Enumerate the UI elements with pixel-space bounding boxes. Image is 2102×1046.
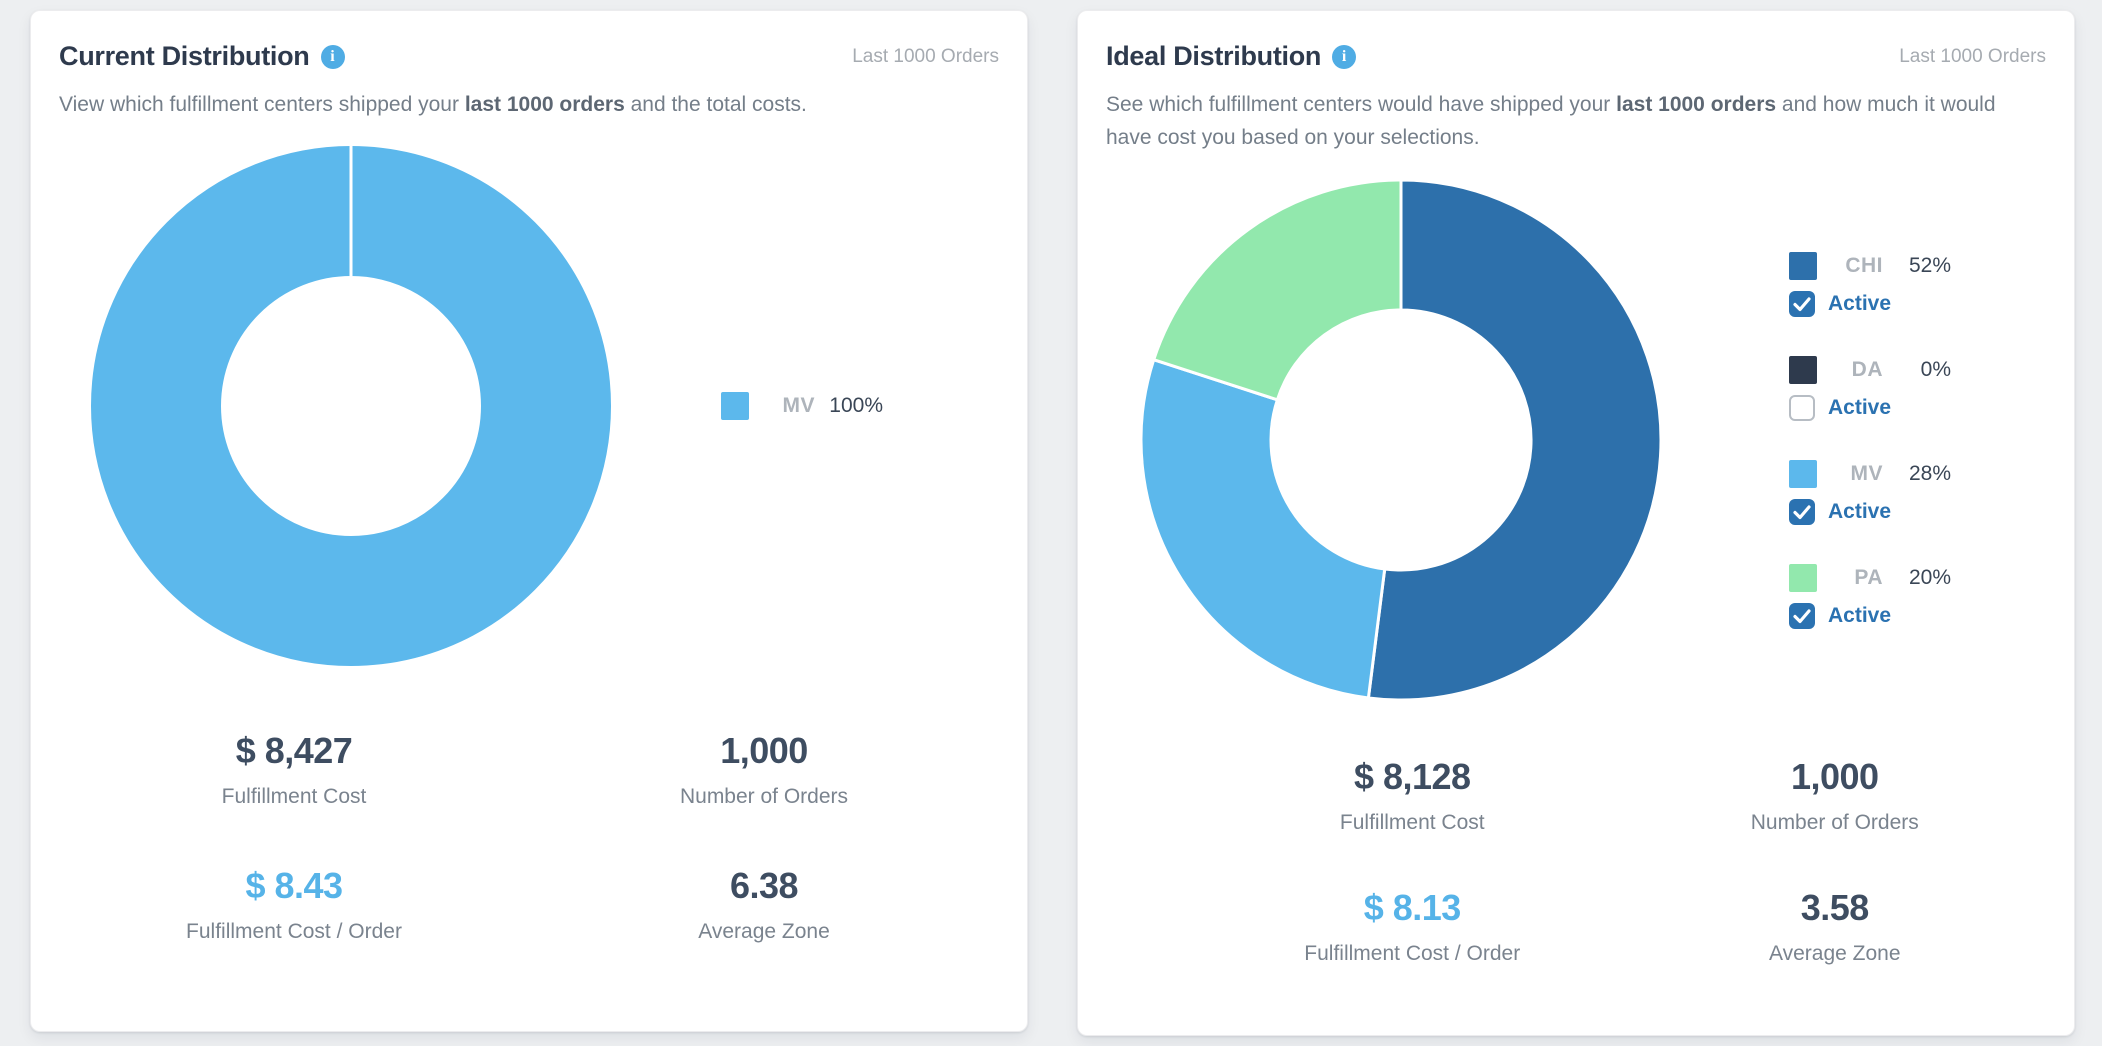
stat-label: Fulfillment Cost <box>1339 811 1485 835</box>
legend-code: MV <box>782 393 815 417</box>
description-bold-text: last 1000 orders <box>1616 93 1777 116</box>
legend-percent: 0% <box>1920 357 1951 381</box>
period-label: Last 1000 Orders <box>852 46 999 67</box>
donut-chart-current[interactable] <box>89 144 613 668</box>
legend-percent: 20% <box>1908 565 1951 589</box>
description-bold-text: last 1000 orders <box>464 93 625 116</box>
donut-chart-ideal[interactable] <box>1139 178 1663 702</box>
active-label[interactable]: Active <box>1828 603 1892 627</box>
stat-fulfillment-cost: $ 8,427 Fulfillment Cost <box>59 730 529 809</box>
stat-value: $ 8.13 <box>1363 887 1462 929</box>
legend-swatch <box>1789 563 1817 592</box>
stat-label: Number of Orders <box>679 784 849 808</box>
ideal-distribution-card: Ideal Distribution i Last 1000 Orders Se… <box>1077 10 2075 1036</box>
legend-code: MV <box>1850 461 1883 485</box>
info-icon[interactable]: i <box>320 44 345 69</box>
legend-swatch <box>1789 251 1817 280</box>
card-header: Current Distribution i Last 1000 Orders <box>59 41 999 72</box>
stat-label: Average Zone <box>698 919 830 943</box>
card-description: See which fulfillment centers would have… <box>1106 89 2024 154</box>
stat-label: Fulfillment Cost / Order <box>186 919 402 943</box>
legend-swatch <box>1789 459 1817 488</box>
stat-label: Fulfillment Cost <box>221 784 367 808</box>
active-toggle-da[interactable]: Active <box>1789 394 1951 421</box>
legend-item: MV 100% <box>721 391 883 420</box>
chart-legend: MV 100% <box>721 391 883 420</box>
card-title: Ideal Distribution <box>1106 41 1322 71</box>
active-toggle-mv[interactable]: Active <box>1789 498 1951 525</box>
legend-entry-chi: CHI 52% Active <box>1789 251 1951 317</box>
checkbox-icon[interactable] <box>1789 602 1815 629</box>
stat-value: $ 8,128 <box>1353 756 1471 798</box>
active-label[interactable]: Active <box>1828 291 1892 315</box>
legend-percent: 28% <box>1908 461 1951 485</box>
active-toggle-pa[interactable]: Active <box>1789 602 1951 629</box>
legend-swatch <box>1789 355 1817 384</box>
description-text: See which fulfillment centers would have… <box>1106 93 1617 116</box>
legend-code: CHI <box>1845 253 1883 277</box>
legend-entry-da: DA 0% Active <box>1789 355 1951 421</box>
stat-label: Fulfillment Cost / Order <box>1304 942 1521 966</box>
active-label[interactable]: Active <box>1828 499 1892 523</box>
card-title: Current Distribution <box>59 41 310 71</box>
stat-number-of-orders: 1,000 Number of Orders <box>529 730 999 809</box>
card-header: Ideal Distribution i Last 1000 Orders <box>1106 41 2046 72</box>
period-label: Last 1000 Orders <box>1899 46 2046 67</box>
current-distribution-card: Current Distribution i Last 1000 Orders … <box>30 10 1028 1032</box>
description-text: View which fulfillment centers shipped y… <box>59 93 465 116</box>
chart-legend: CHI 52% Active DA 0% Active <box>1789 251 1951 629</box>
stat-average-zone: 3.58 Average Zone <box>1624 887 2047 966</box>
info-icon[interactable]: i <box>1332 44 1357 69</box>
active-toggle-chi[interactable]: Active <box>1789 290 1951 317</box>
stat-value: 1,000 <box>720 729 808 771</box>
stat-fulfillment-cost: $ 8,128 Fulfillment Cost <box>1201 756 1624 835</box>
stat-cost-per-order: $ 8.13 Fulfillment Cost / Order <box>1201 887 1624 966</box>
legend-percent: 52% <box>1908 253 1951 277</box>
active-label[interactable]: Active <box>1828 395 1892 419</box>
stats-grid: $ 8,427 Fulfillment Cost 1,000 Number of… <box>59 730 999 944</box>
stat-label: Number of Orders <box>1750 811 1919 835</box>
legend-swatch <box>721 391 749 420</box>
checkbox-icon[interactable] <box>1789 290 1815 317</box>
card-description: View which fulfillment centers shipped y… <box>59 89 977 122</box>
stat-number-of-orders: 1,000 Number of Orders <box>1624 756 2047 835</box>
legend-code: DA <box>1851 357 1883 381</box>
legend-percent: 100% <box>829 393 883 417</box>
legend-code: PA <box>1854 565 1883 589</box>
stat-label: Average Zone <box>1768 942 1901 966</box>
checkbox-icon[interactable] <box>1789 394 1815 421</box>
legend-entry-mv: MV 28% Active <box>1789 459 1951 525</box>
checkbox-icon[interactable] <box>1789 498 1815 525</box>
stat-average-zone: 6.38 Average Zone <box>529 865 999 944</box>
stat-cost-per-order: $ 8.43 Fulfillment Cost / Order <box>59 865 529 944</box>
stats-grid: $ 8,128 Fulfillment Cost 1,000 Number of… <box>1106 756 2046 966</box>
description-text: and the total costs. <box>624 93 807 116</box>
description-text: and how much it would have cost you base… <box>1106 93 1996 149</box>
stat-value: 1,000 <box>1790 756 1879 798</box>
stat-value: 3.58 <box>1800 887 1870 929</box>
legend-entry-pa: PA 20% Active <box>1789 563 1951 629</box>
stat-value: $ 8,427 <box>235 729 353 771</box>
stat-value: 6.38 <box>729 864 799 906</box>
stat-value: $ 8.43 <box>245 864 343 906</box>
